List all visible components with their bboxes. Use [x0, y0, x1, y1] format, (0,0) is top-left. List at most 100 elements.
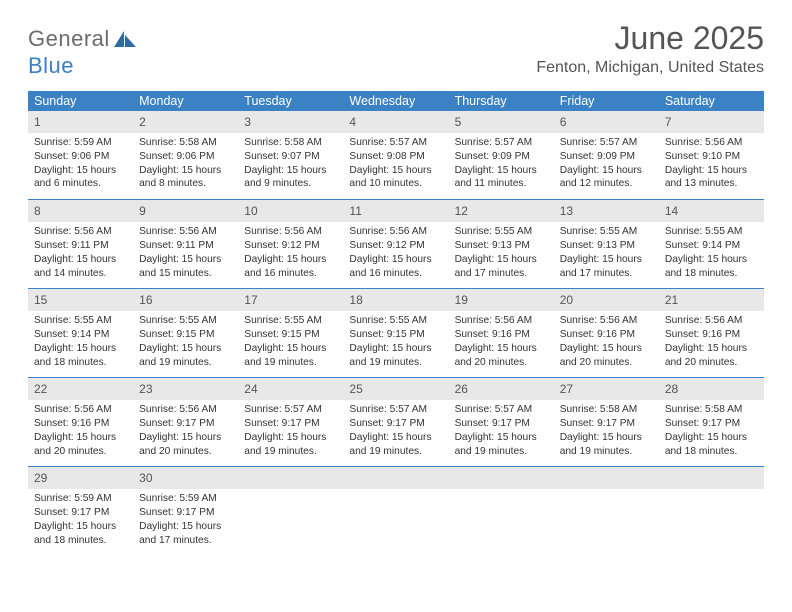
- day-cell: 29Sunrise: 5:59 AMSunset: 9:17 PMDayligh…: [28, 467, 133, 555]
- day-cell: 6 Sunrise: 5:57 AMSunset: 9:09 PMDaylight…: [554, 111, 659, 199]
- sunrise-line: Sunrise: 5:55 AM: [349, 314, 442, 328]
- sunrise-line: Sunrise: 5:56 AM: [34, 403, 127, 417]
- day-number: 19: [455, 293, 468, 307]
- day-cell: 4Sunrise: 5:57 AMSunset: 9:08 PMDaylight…: [343, 111, 448, 199]
- day-body: Sunrise: 5:57 AMSunset: 9:08 PMDaylight:…: [343, 133, 448, 199]
- day-body: Sunrise: 5:56 AMSunset: 9:17 PMDaylight:…: [133, 400, 238, 466]
- day-body: Sunrise: 5:58 AMSunset: 9:07 PMDaylight:…: [238, 133, 343, 199]
- day-number: 30: [139, 471, 152, 485]
- daylight-line: Daylight: 15 hours and 12 minutes.: [560, 164, 653, 192]
- daynum-row: 9: [133, 200, 238, 222]
- daynum-row: 26: [449, 378, 554, 400]
- sunset-line: Sunset: 9:16 PM: [455, 328, 548, 342]
- sunrise-line: Sunrise: 5:55 AM: [34, 314, 127, 328]
- title-location: Fenton, Michigan, United States: [536, 59, 764, 77]
- dayname-row: SundayMondayTuesdayWednesdayThursdayFrid…: [28, 91, 764, 111]
- day-number: 6: [560, 115, 567, 129]
- day-cell: 8Sunrise: 5:56 AMSunset: 9:11 PMDaylight…: [28, 200, 133, 288]
- day-number: [560, 471, 563, 485]
- sunrise-line: Sunrise: 5:55 AM: [139, 314, 232, 328]
- sunset-line: Sunset: 9:17 PM: [349, 417, 442, 431]
- day-cell: [343, 467, 448, 555]
- daylight-line: Daylight: 15 hours and 6 minutes.: [34, 164, 127, 192]
- daynum-row: 17: [238, 289, 343, 311]
- day-number: 12: [455, 204, 468, 218]
- daynum-row: [343, 467, 448, 489]
- sunset-line: Sunset: 9:15 PM: [349, 328, 442, 342]
- day-body: Sunrise: 5:56 AMSunset: 9:11 PMDaylight:…: [133, 222, 238, 288]
- sunset-line: Sunset: 9:11 PM: [139, 239, 232, 253]
- daylight-line: Daylight: 15 hours and 20 minutes.: [139, 431, 232, 459]
- sunset-line: Sunset: 9:17 PM: [244, 417, 337, 431]
- day-cell: 26Sunrise: 5:57 AMSunset: 9:17 PMDayligh…: [449, 378, 554, 466]
- day-number: 7: [665, 115, 672, 129]
- dayname-thursday: Thursday: [449, 91, 554, 111]
- sunset-line: Sunset: 9:17 PM: [560, 417, 653, 431]
- sunrise-line: Sunrise: 5:56 AM: [34, 225, 127, 239]
- day-body: Sunrise: 5:56 AMSunset: 9:12 PMDaylight:…: [343, 222, 448, 288]
- day-number: 3: [244, 115, 251, 129]
- day-body: Sunrise: 5:58 AMSunset: 9:17 PMDaylight:…: [659, 400, 764, 466]
- sunrise-line: Sunrise: 5:55 AM: [665, 225, 758, 239]
- day-cell: 3 Sunrise: 5:58 AMSunset: 9:07 PMDaylight…: [238, 111, 343, 199]
- day-body: Sunrise: 5:55 AMSunset: 9:13 PMDaylight:…: [554, 222, 659, 288]
- sunrise-line: Sunrise: 5:56 AM: [560, 314, 653, 328]
- sunrise-line: Sunrise: 5:56 AM: [139, 403, 232, 417]
- day-number: 21: [665, 293, 678, 307]
- daynum-row: 14: [659, 200, 764, 222]
- sunset-line: Sunset: 9:11 PM: [34, 239, 127, 253]
- dayname-sunday: Sunday: [28, 91, 133, 111]
- day-cell: 17Sunrise: 5:55 AMSunset: 9:15 PMDayligh…: [238, 289, 343, 377]
- day-cell: 23Sunrise: 5:56 AMSunset: 9:17 PMDayligh…: [133, 378, 238, 466]
- day-number: 9: [139, 204, 146, 218]
- daylight-line: Daylight: 15 hours and 19 minutes.: [455, 431, 548, 459]
- day-body: Sunrise: 5:56 AMSunset: 9:16 PMDaylight:…: [554, 311, 659, 377]
- day-cell: [659, 467, 764, 555]
- daynum-row: 29: [28, 467, 133, 489]
- day-body: Sunrise: 5:57 AMSunset: 9:09 PMDaylight:…: [449, 133, 554, 199]
- day-cell: 14Sunrise: 5:55 AMSunset: 9:14 PMDayligh…: [659, 200, 764, 288]
- daylight-line: Daylight: 15 hours and 16 minutes.: [244, 253, 337, 281]
- daynum-row: 22: [28, 378, 133, 400]
- sunrise-line: Sunrise: 5:55 AM: [560, 225, 653, 239]
- week-row: 22Sunrise: 5:56 AMSunset: 9:16 PMDayligh…: [28, 378, 764, 467]
- day-number: 2: [139, 115, 146, 129]
- daynum-row: 18: [343, 289, 448, 311]
- daylight-line: Daylight: 15 hours and 13 minutes.: [665, 164, 758, 192]
- dayname-tuesday: Tuesday: [238, 91, 343, 111]
- sunset-line: Sunset: 9:06 PM: [139, 150, 232, 164]
- daylight-line: Daylight: 15 hours and 17 minutes.: [139, 520, 232, 548]
- day-body: Sunrise: 5:57 AMSunset: 9:17 PMDaylight:…: [343, 400, 448, 466]
- daylight-line: Daylight: 15 hours and 10 minutes.: [349, 164, 442, 192]
- dayname-friday: Friday: [554, 91, 659, 111]
- daynum-row: [449, 467, 554, 489]
- daynum-row: [659, 467, 764, 489]
- sunset-line: Sunset: 9:13 PM: [455, 239, 548, 253]
- day-cell: 22Sunrise: 5:56 AMSunset: 9:16 PMDayligh…: [28, 378, 133, 466]
- day-number: 1: [34, 115, 41, 129]
- sunrise-line: Sunrise: 5:58 AM: [244, 136, 337, 150]
- day-body: Sunrise: 5:58 AMSunset: 9:06 PMDaylight:…: [133, 133, 238, 199]
- sunset-line: Sunset: 9:09 PM: [560, 150, 653, 164]
- dayname-wednesday: Wednesday: [343, 91, 448, 111]
- sunset-line: Sunset: 9:15 PM: [139, 328, 232, 342]
- daynum-row: [554, 467, 659, 489]
- dayname-saturday: Saturday: [659, 91, 764, 111]
- day-body: Sunrise: 5:56 AMSunset: 9:16 PMDaylight:…: [449, 311, 554, 377]
- day-number: 25: [349, 382, 362, 396]
- day-cell: 9 Sunrise: 5:56 AMSunset: 9:11 PMDaylight…: [133, 200, 238, 288]
- day-number: 20: [560, 293, 573, 307]
- day-body: [449, 489, 554, 551]
- sunrise-line: Sunrise: 5:57 AM: [455, 136, 548, 150]
- sunrise-line: Sunrise: 5:57 AM: [349, 403, 442, 417]
- daylight-line: Daylight: 15 hours and 18 minutes.: [34, 520, 127, 548]
- week-row: 8Sunrise: 5:56 AMSunset: 9:11 PMDaylight…: [28, 200, 764, 289]
- daynum-row: 7: [659, 111, 764, 133]
- day-number: 10: [244, 204, 257, 218]
- sunrise-line: Sunrise: 5:57 AM: [560, 136, 653, 150]
- day-cell: 15Sunrise: 5:55 AMSunset: 9:14 PMDayligh…: [28, 289, 133, 377]
- week-row: 1Sunrise: 5:59 AMSunset: 9:06 PMDaylight…: [28, 111, 764, 200]
- day-cell: 16Sunrise: 5:55 AMSunset: 9:15 PMDayligh…: [133, 289, 238, 377]
- logo-blue: Blue: [28, 53, 74, 78]
- sunrise-line: Sunrise: 5:56 AM: [349, 225, 442, 239]
